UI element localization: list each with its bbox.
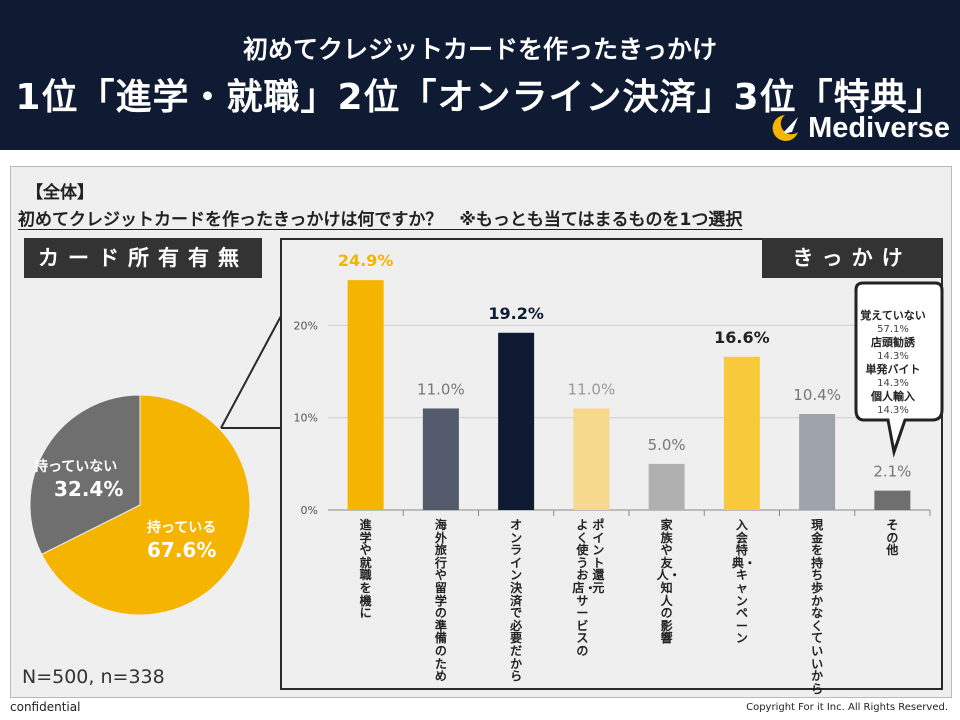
survey-question: 初めてクレジットカードを作ったきっかけは何ですか？ ※もっとも当てはまるものを1… (18, 210, 743, 230)
bar-value-label: 5.0% (648, 436, 686, 454)
pie-value-label: 67.6% (147, 538, 216, 562)
callout-item-value: 57.1% (877, 324, 909, 335)
bar-value-label: 11.0% (568, 380, 616, 398)
zoom-connector-top (220, 315, 282, 429)
category-label: 進学や就職を機に (359, 518, 372, 621)
bar-value-label: 24.9% (338, 251, 394, 270)
callout-item-label: 個人輸入 (870, 389, 915, 403)
category-label: よく使うお店・サービスの (572, 518, 597, 658)
callout-bubble (854, 281, 944, 458)
crescent-rocket-icon (772, 115, 799, 141)
bar-value-label: 16.6% (714, 328, 770, 347)
callout-item-value: 14.3% (877, 405, 909, 416)
category-label: オンライン決済で必要だから (510, 518, 523, 684)
callout-item-label: 店頭勧誘 (871, 335, 916, 349)
bar-value-label: 11.0% (417, 380, 465, 398)
pie-label: 持っている (147, 519, 216, 536)
pie-value-label: 32.4% (54, 477, 123, 501)
category-label: その他 (886, 518, 899, 558)
logo-text: Mediverse (808, 111, 950, 144)
bar (498, 332, 535, 510)
copyright: Copyright For it Inc. All Rights Reserve… (746, 702, 948, 713)
bar (874, 490, 911, 510)
category-label: ポイント還元 (592, 518, 605, 595)
bar (422, 408, 459, 510)
category-label: 海外旅行や留学の準備のため (434, 518, 447, 684)
bar (723, 356, 760, 510)
bar-value-label: 2.1% (873, 463, 911, 481)
segment-tag: 【全体】 (26, 183, 94, 203)
bar (648, 463, 685, 510)
y-tick-label: 10% (294, 412, 318, 425)
y-tick-label: 0% (301, 504, 318, 517)
bar-value-label: 19.2% (488, 304, 544, 323)
pie-slice (41, 394, 251, 616)
pie-slice (29, 394, 141, 555)
trigger-label: きっかけ (762, 238, 942, 278)
bar (347, 280, 384, 510)
confidential-note: confidential (10, 700, 81, 714)
category-label: 現金を持ち歩かなくていいから (811, 518, 824, 696)
sample-size: N=500, n=338 (22, 666, 165, 688)
callout-item-label: 覚えていない (859, 308, 925, 322)
y-tick-label: 20% (294, 319, 318, 332)
card-ownership-label: カード所有有無 (24, 238, 262, 278)
header-title: 1位「進学・就職」2位「オンライン決済」3位「特典」 (15, 77, 945, 118)
bar (573, 408, 610, 510)
pie-label: 持っていない (34, 458, 117, 475)
callout-item-value: 14.3% (877, 378, 909, 389)
bar-value-label: 10.4% (793, 386, 841, 404)
callout-item-value: 14.3% (877, 351, 909, 362)
category-label: 入会特典・キャンペーン (731, 518, 756, 646)
category-label: 家族や友人・知人の影響 (656, 518, 681, 646)
header-subtitle: 初めてクレジットカードを作ったきっかけ (242, 35, 717, 64)
bar (799, 414, 836, 510)
mediverse-logo: Mediverse (768, 110, 950, 146)
header-banner: 初めてクレジットカードを作ったきっかけ 1位「進学・就職」2位「オンライン決済」… (0, 0, 960, 150)
callout-item-label: 単発バイト (866, 362, 921, 376)
